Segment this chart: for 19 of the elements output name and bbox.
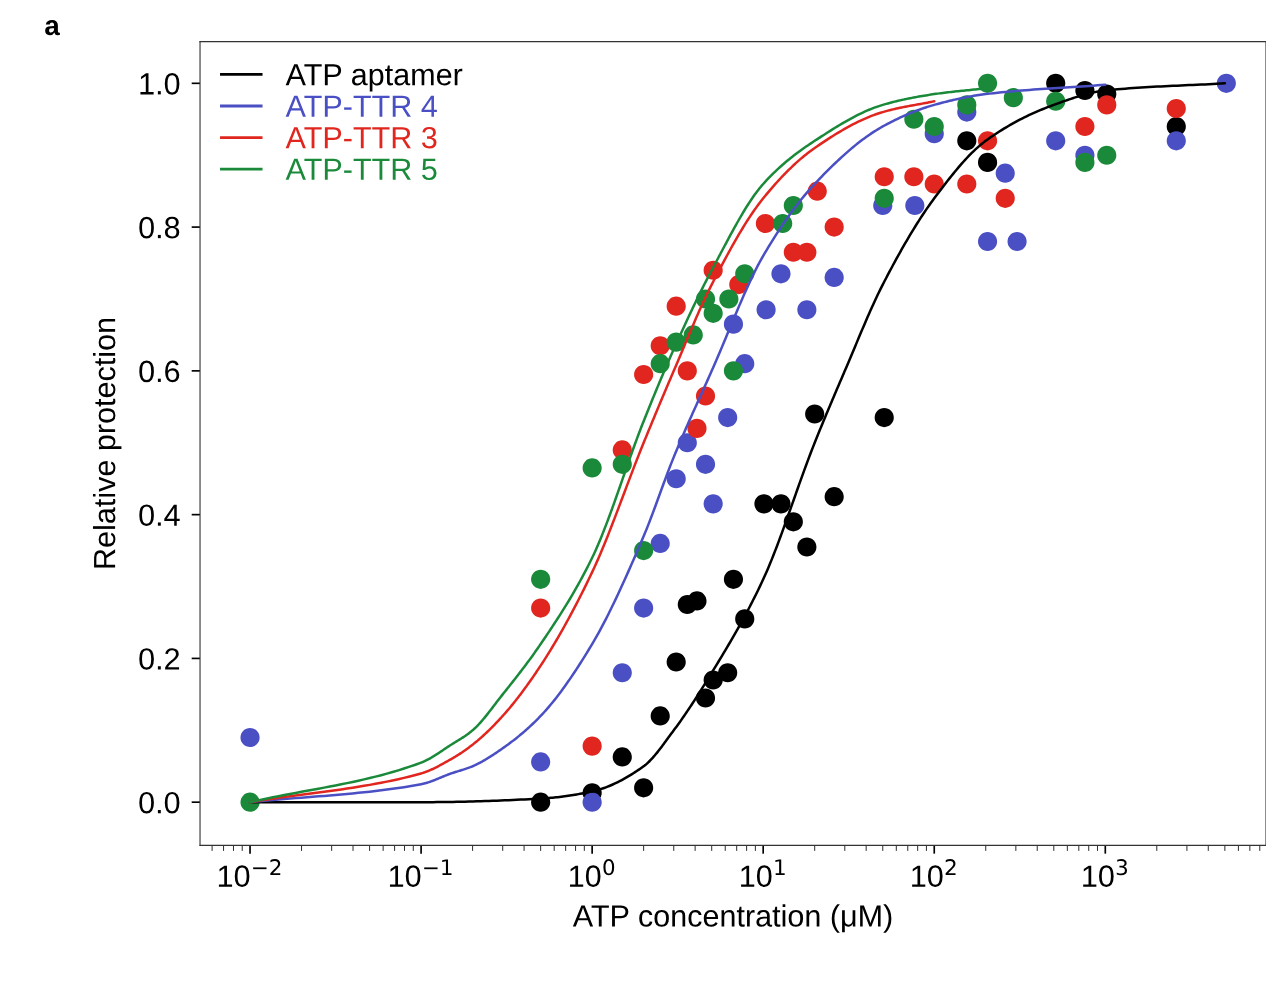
y-tick-label: 1.0 — [140, 73, 180, 95]
x-tick-label: 10$^{0}$ — [570, 859, 615, 887]
legend-label: ATP-TTR 4 — [285, 95, 437, 117]
y-axis-title: Relative protection — [92, 318, 122, 568]
x-tick-label: 10$^{3}$ — [1083, 859, 1128, 887]
y-tick-label: 0.6 — [139, 360, 180, 383]
x-tick-label: 10$^{−1}$ — [389, 859, 452, 887]
legend-label: ATP-TTR 5 — [285, 158, 437, 181]
legend-label: ATP-TTR 3 — [285, 126, 437, 149]
x-tick-label: 10$^{2}$ — [912, 859, 956, 887]
y-tick-label: 0.2 — [139, 648, 180, 670]
x-tick-label: 10$^{−2}$ — [218, 859, 281, 887]
y-tick-label: 0.8 — [139, 216, 180, 239]
x-tick-label: 10$^{1}$ — [741, 859, 785, 887]
legend-label: ATP aptamer — [285, 64, 463, 92]
x-axis-title: ATP concentration (μM) — [572, 904, 892, 933]
y-tick-label: 0.4 — [139, 504, 180, 527]
y-tick-label: 0.0 — [139, 791, 180, 814]
text: a — [45, 20, 60, 36]
